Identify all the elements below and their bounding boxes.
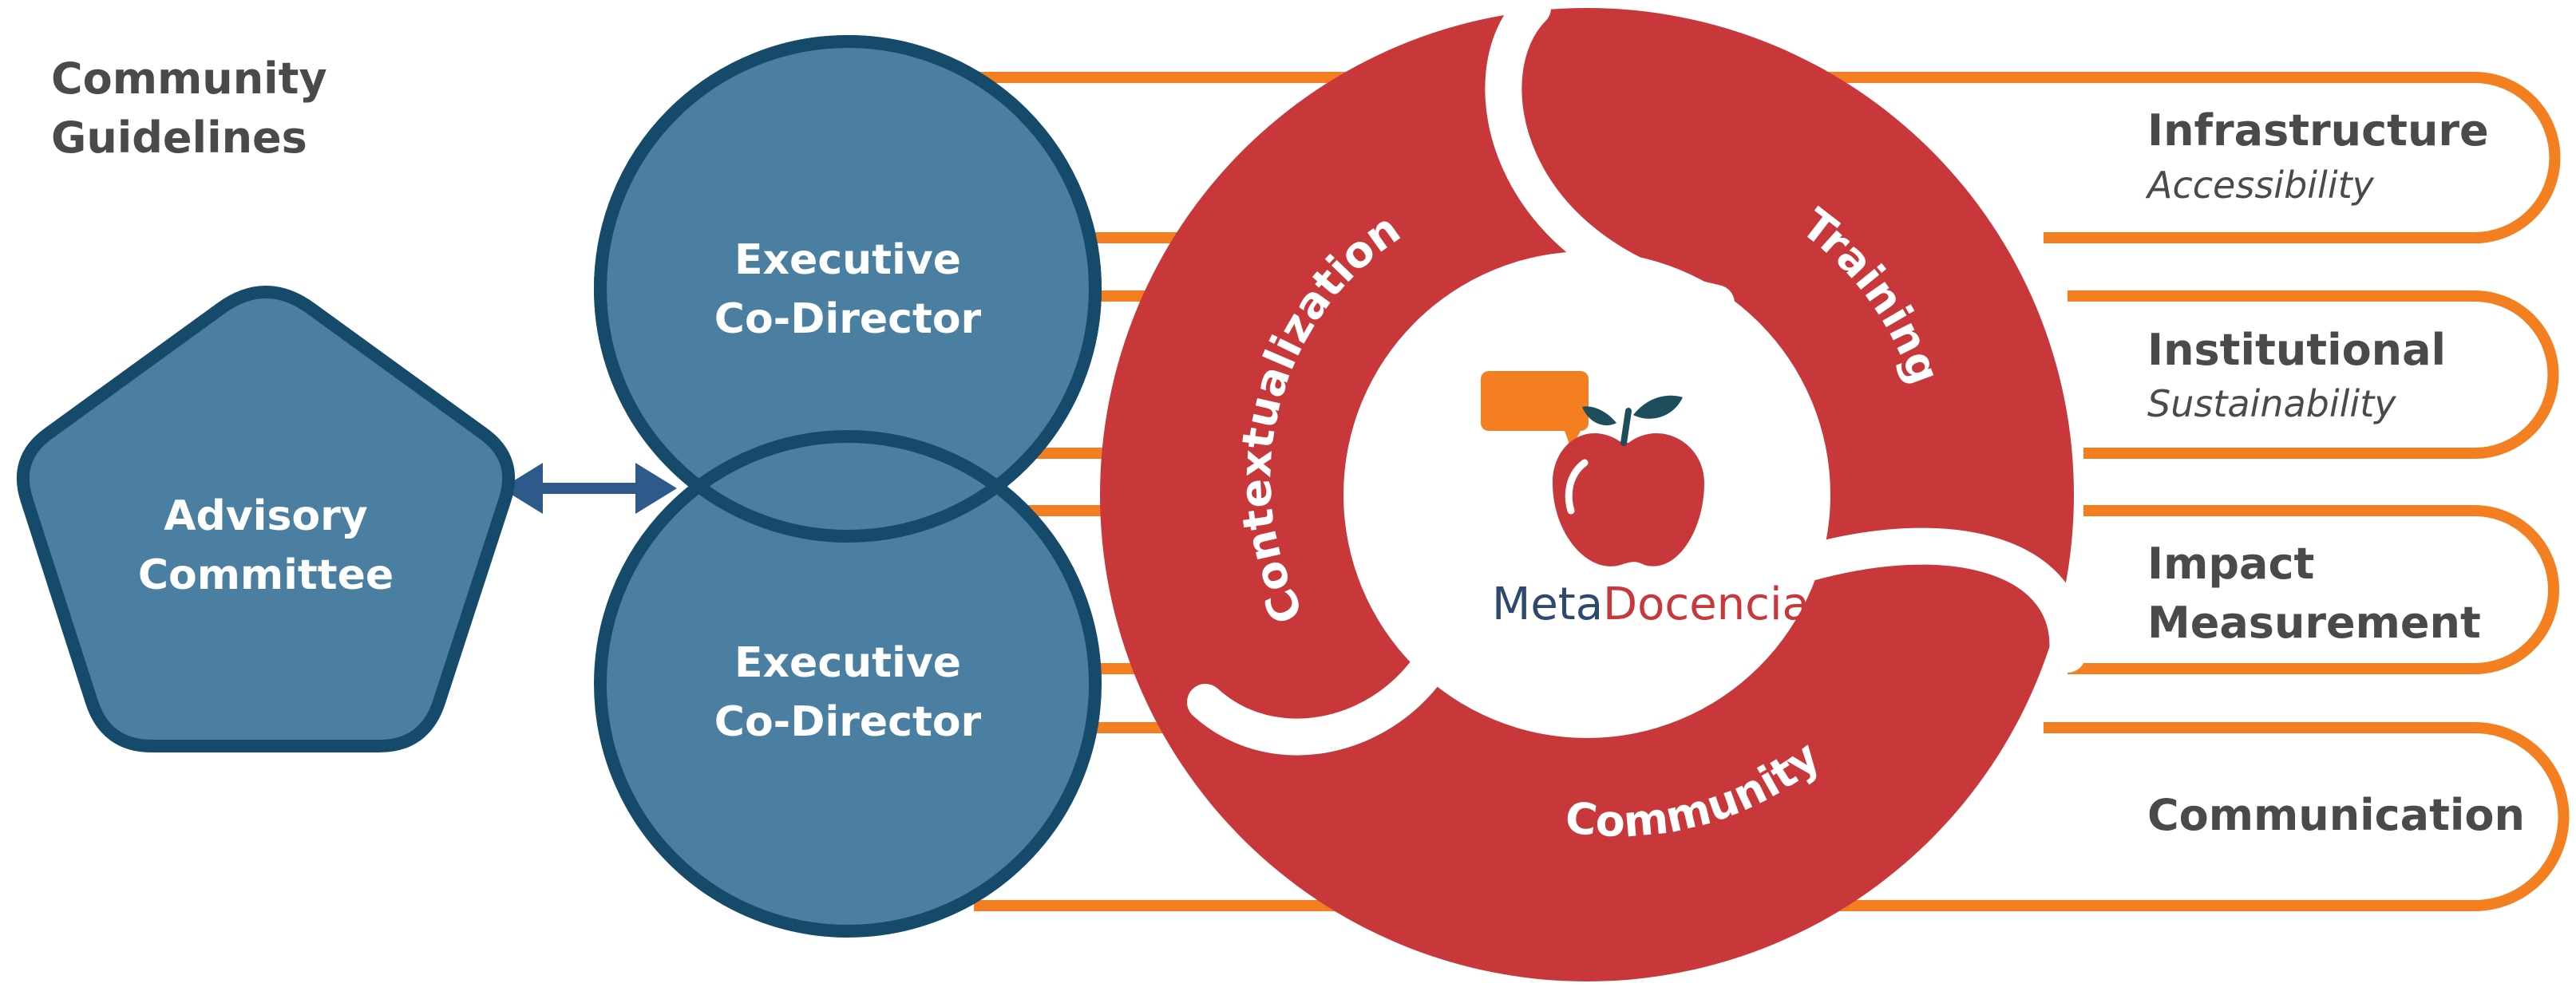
co-director-1-line2: Co-Director — [714, 295, 982, 343]
brand-wordmark: MetaDocencia — [1492, 578, 1810, 630]
brand-part-2: Docencia — [1603, 578, 1810, 630]
co-director-1-line1: Executive — [734, 236, 961, 284]
area-2-title: Institutional — [2147, 325, 2446, 375]
guidelines-line2: Guidelines — [51, 113, 307, 163]
guidelines-line1: Community — [51, 53, 327, 104]
co-director-2-line1: Executive — [734, 639, 961, 687]
area-2-subtitle: Sustainability — [2147, 382, 2396, 425]
area-3-line2: Measurement — [2147, 598, 2481, 648]
area-labels: Infrastructure Accessibility Institution… — [2145, 105, 2525, 840]
co-director-2-line2: Co-Director — [714, 698, 982, 746]
area-4-title: Communication — [2147, 790, 2525, 840]
capsule-area-3 — [2091, 505, 2559, 674]
advisory-line1: Advisory — [164, 492, 367, 540]
double-arrow-icon — [501, 463, 677, 514]
brand-part-1: Meta — [1492, 578, 1603, 630]
capsule-area-1 — [2091, 72, 2561, 243]
co-director-overlap-outline — [594, 35, 1102, 543]
advisory-committee: Advisory Committee — [16, 286, 516, 752]
area-3-title: Impact — [2147, 539, 2314, 589]
area-1-title: Infrastructure — [2147, 105, 2489, 156]
advisory-line2: Committee — [138, 551, 394, 599]
apple-icon — [1553, 395, 1704, 567]
co-director-circle-2 — [594, 430, 1102, 938]
advisory-pentagon — [16, 286, 516, 752]
co-director-group: Executive Co-Director Executive Co-Direc… — [594, 35, 1102, 938]
speech-bubble-icon — [1481, 371, 1589, 448]
capsule-area-4 — [2091, 722, 2570, 911]
metadocencia-logo: MetaDocencia — [1481, 371, 1810, 630]
swoosh-right — [1778, 527, 2087, 673]
capsule-area-2 — [2091, 290, 2559, 459]
area-1-subtitle: Accessibility — [2145, 164, 2375, 207]
